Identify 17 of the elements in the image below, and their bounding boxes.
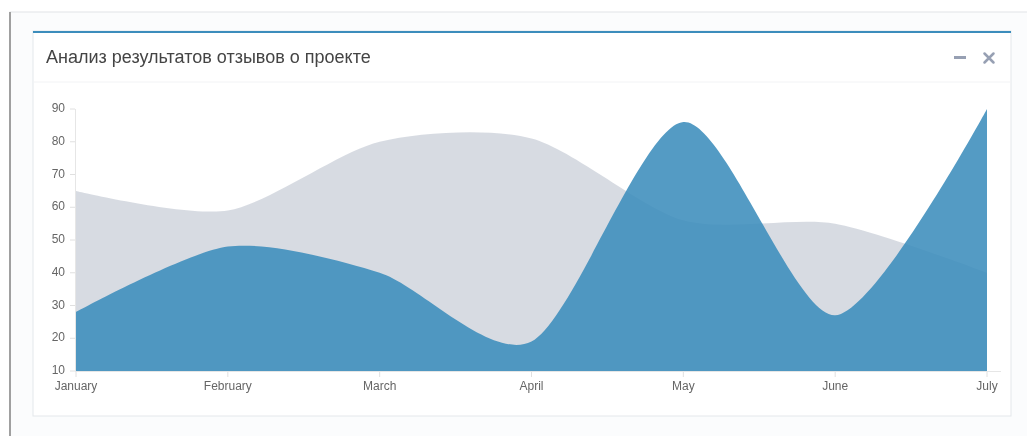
x-tick-label: February	[203, 379, 252, 394]
x-tick-label: April	[519, 379, 544, 394]
x-tick-label: May	[672, 379, 695, 394]
y-tick-label: 40	[51, 264, 66, 279]
y-tick-label: 30	[51, 297, 66, 312]
chart-title: Анализ результатов отзывов о проекте	[46, 47, 371, 67]
y-tick-label: 20	[51, 330, 66, 345]
x-tick-label: January	[54, 379, 98, 394]
x-tick-label: March	[362, 379, 397, 394]
y-tick-label: 50	[51, 232, 66, 247]
x-tick-label: June	[822, 379, 849, 394]
y-tick-label: 70	[51, 166, 66, 181]
x-tick-label: July	[976, 379, 998, 394]
y-tick-label: 10	[51, 363, 66, 378]
y-tick-label: 90	[51, 101, 66, 116]
y-tick-label: 80	[51, 133, 66, 148]
y-tick-label: 60	[51, 199, 66, 214]
